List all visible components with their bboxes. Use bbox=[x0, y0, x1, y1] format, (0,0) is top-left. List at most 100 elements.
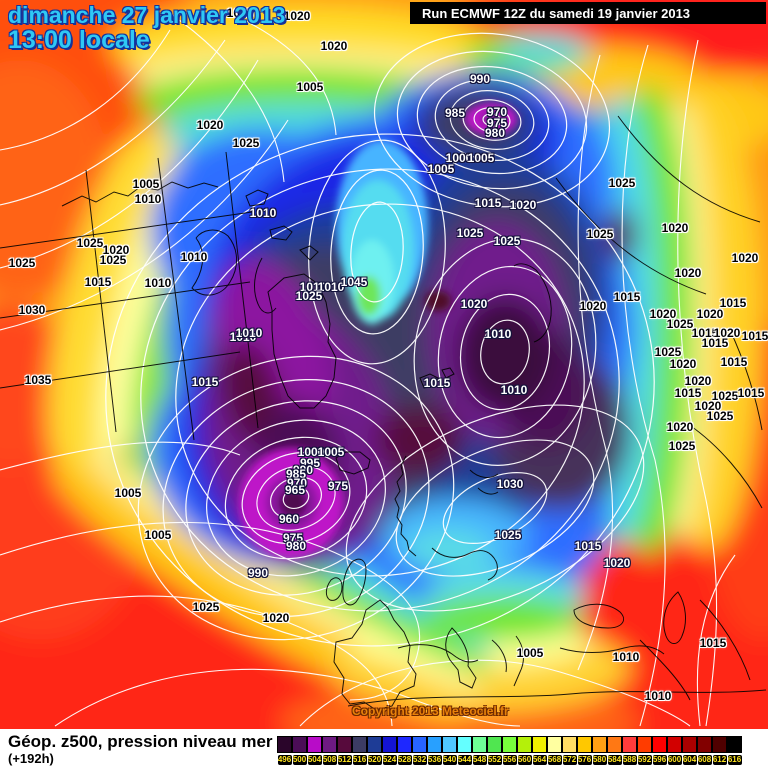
legend-swatch bbox=[336, 736, 352, 753]
pressure-label: 980 bbox=[285, 539, 307, 553]
legend-entry: 612 bbox=[711, 736, 727, 765]
pressure-label: 1020 bbox=[669, 357, 697, 371]
pressure-label: 1005 bbox=[467, 151, 495, 165]
legend-value: 504 bbox=[307, 755, 322, 765]
pressure-label: 1015 bbox=[741, 329, 768, 343]
copyright-text: Copyright 2013 Meteociel.fr bbox=[352, 704, 509, 718]
legend-value: 580 bbox=[592, 755, 607, 765]
legend-value: 524 bbox=[382, 755, 397, 765]
pressure-label: 1025 bbox=[8, 256, 36, 270]
legend-value: 552 bbox=[487, 755, 502, 765]
pressure-label: 1015 bbox=[699, 636, 727, 650]
pressure-label: 1020 bbox=[579, 299, 607, 313]
pressure-label: 1015 bbox=[719, 296, 747, 310]
legend-value: 556 bbox=[502, 755, 517, 765]
pressure-label: 1045 bbox=[340, 275, 368, 289]
legend-value: 576 bbox=[577, 755, 592, 765]
run-info-text: Run ECMWF 12Z du samedi 19 janvier 2013 bbox=[422, 5, 691, 21]
pressure-label: 1025 bbox=[668, 439, 696, 453]
legend-swatch bbox=[411, 736, 427, 753]
legend-value: 496 bbox=[277, 755, 292, 765]
pressure-label: 1015 bbox=[674, 386, 702, 400]
pressure-label: 1025 bbox=[295, 289, 323, 303]
legend-swatch bbox=[711, 736, 727, 753]
pressure-label: 1015 bbox=[613, 290, 641, 304]
pressure-label: 990 bbox=[469, 72, 491, 86]
legend-value: 536 bbox=[427, 755, 442, 765]
legend-value: 520 bbox=[367, 755, 382, 765]
legend-value: 560 bbox=[517, 755, 532, 765]
legend-entry: 564 bbox=[531, 736, 547, 765]
pressure-label: 1020 bbox=[460, 297, 488, 311]
geopotential-color-field bbox=[0, 0, 768, 729]
legend-entry: 572 bbox=[561, 736, 577, 765]
legend-value: 548 bbox=[472, 755, 487, 765]
legend-swatch bbox=[726, 736, 742, 753]
legend-value: 604 bbox=[682, 755, 697, 765]
pressure-label: 1020 bbox=[696, 307, 724, 321]
pressure-label: 1010 bbox=[299, 280, 327, 294]
legend-swatch bbox=[591, 736, 607, 753]
time-line: 13:00 locale bbox=[8, 26, 150, 55]
pressure-label: 1015 bbox=[574, 539, 602, 553]
legend-entry: 596 bbox=[651, 736, 667, 765]
weather-map-svg bbox=[0, 0, 768, 729]
legend-entry: 548 bbox=[471, 736, 487, 765]
pressure-label: 1010 bbox=[644, 689, 672, 703]
legend-value: 568 bbox=[547, 755, 562, 765]
pressure-label: 1035 bbox=[24, 373, 52, 387]
pressure-label: 970 bbox=[286, 476, 308, 490]
legend-value: 572 bbox=[562, 755, 577, 765]
legend-value: 516 bbox=[352, 755, 367, 765]
date-line: dimanche 27 janvier 2013 bbox=[8, 2, 286, 28]
legend-entry: 524 bbox=[381, 736, 397, 765]
pressure-label: 985 bbox=[444, 106, 466, 120]
legend-entry: 544 bbox=[456, 736, 472, 765]
map-area: 1015 1020 1020 1005 1020 1025 1005 1010 1010 990 9… bbox=[0, 0, 768, 729]
pressure-label: 1010 bbox=[229, 330, 257, 344]
legend-value: 616 bbox=[727, 755, 742, 765]
legend-swatch bbox=[351, 736, 367, 753]
pressure-label-layer: 1015 1020 1020 1005 1020 1025 1005 1010 1010 990 9… bbox=[8, 6, 768, 703]
pressure-label: 1020 bbox=[509, 198, 537, 212]
legend-entry: 604 bbox=[681, 736, 697, 765]
legend-entry: 588 bbox=[621, 736, 637, 765]
legend-bar: Géop. z500, pression niveau mer (+192h) … bbox=[0, 729, 768, 768]
pressure-label: 1005 bbox=[516, 646, 544, 660]
pressure-label: 1025 bbox=[456, 226, 484, 240]
pressure-label: 975 bbox=[486, 116, 508, 130]
pressure-label: 1015 bbox=[737, 386, 765, 400]
pressure-label: 1015 bbox=[191, 375, 219, 389]
legend-value: 608 bbox=[697, 755, 712, 765]
legend-value: 596 bbox=[652, 755, 667, 765]
legend-entry: 520 bbox=[366, 736, 382, 765]
pressure-label: 1015 bbox=[226, 6, 254, 20]
pressure-label: 1005 bbox=[427, 162, 455, 176]
legend-swatch bbox=[636, 736, 652, 753]
pressure-label: 1015 bbox=[720, 355, 748, 369]
legend-entry: 512 bbox=[336, 736, 352, 765]
pressure-label: 1010 bbox=[180, 250, 208, 264]
pressure-label: 1010 bbox=[317, 280, 345, 294]
pressure-label: 1015 bbox=[84, 275, 112, 289]
legend-value: 588 bbox=[622, 755, 637, 765]
legend-entry: 592 bbox=[636, 736, 652, 765]
pressure-label: 960 bbox=[278, 512, 300, 526]
legend-value: 540 bbox=[442, 755, 457, 765]
pressure-label: 1020 bbox=[196, 118, 224, 132]
pressure-label: 1020 bbox=[713, 326, 741, 340]
pressure-label: 1000 bbox=[445, 151, 473, 165]
pressure-label: 1020 bbox=[320, 39, 348, 53]
legend-entry: 504 bbox=[306, 736, 322, 765]
pressure-label: 1025 bbox=[192, 600, 220, 614]
legend-swatch bbox=[486, 736, 502, 753]
legend-entry: 508 bbox=[321, 736, 337, 765]
pressure-label: 1025 bbox=[494, 528, 522, 542]
legend-entry: 536 bbox=[426, 736, 442, 765]
pressure-label: 1025 bbox=[666, 317, 694, 331]
pressure-label: 1025 bbox=[76, 236, 104, 250]
legend-swatch bbox=[531, 736, 547, 753]
legend-swatch bbox=[471, 736, 487, 753]
legend-entry: 576 bbox=[576, 736, 592, 765]
pressure-label: 1020 bbox=[661, 221, 689, 235]
